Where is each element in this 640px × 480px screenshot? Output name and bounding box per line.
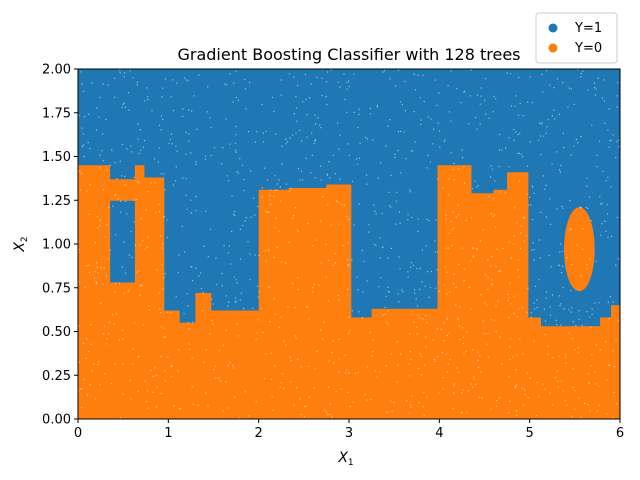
class-0-region-14 <box>371 308 439 332</box>
x-axis-label-subscript: 1 <box>348 458 354 468</box>
plot-area <box>78 69 620 419</box>
class-0-region-16 <box>470 193 495 332</box>
y-tick-label-0: 0.00 <box>42 413 71 428</box>
y-tick-label-2: 0.50 <box>42 325 71 340</box>
class-0-blob-0 <box>563 207 595 292</box>
y-tick-label-7: 1.75 <box>42 106 71 121</box>
x-tick-label-1: 1 <box>164 426 172 441</box>
y-tick-label-1: 0.25 <box>42 369 71 384</box>
class-0-region-3 <box>109 179 136 201</box>
class-0-region-17 <box>493 189 508 332</box>
y-tick-label-6: 1.50 <box>42 150 71 165</box>
class-0-region-21 <box>600 317 612 332</box>
class-0-region-6 <box>163 310 180 332</box>
legend: Y=1 Y=0 <box>535 12 618 64</box>
x-axis-label: X1 <box>337 450 353 468</box>
class-0-region-12 <box>326 184 352 332</box>
legend-label-y0: Y=0 <box>574 41 602 56</box>
y-axis-label: X2 <box>12 236 30 252</box>
class-0-regions <box>78 165 620 419</box>
class-0-region-13 <box>350 317 373 332</box>
class-0-region-8 <box>195 293 212 332</box>
y-axis-label-subscript: 2 <box>20 236 30 242</box>
x-tick-label-4: 4 <box>435 426 443 441</box>
class-0-region-5 <box>143 177 165 332</box>
legend-marker-y1 <box>548 23 558 33</box>
legend-marker-y0 <box>548 43 558 53</box>
class-0-region-19 <box>527 317 542 332</box>
legend-label-y1: Y=1 <box>574 21 602 36</box>
class-0-region-15 <box>437 165 472 332</box>
x-tick-label-6: 6 <box>616 426 624 441</box>
y-tick-label-4: 1.00 <box>42 238 71 253</box>
x-tick-label-5: 5 <box>526 426 534 441</box>
class-0-region-18 <box>507 172 529 332</box>
class-0-region-20 <box>540 326 601 332</box>
x-tick-label-2: 2 <box>255 426 263 441</box>
y-tick-label-8: 2.00 <box>42 63 71 78</box>
class-0-region-11 <box>288 188 327 332</box>
class-0-region-9 <box>210 310 260 332</box>
class-0-region-2 <box>109 282 136 332</box>
class-0-region-7 <box>179 322 196 332</box>
x-axis-ticks: 0 1 2 3 4 5 6 <box>74 419 624 441</box>
x-axis-label-base: X <box>337 450 348 466</box>
y-axis-ticks: 0.00 0.25 0.50 0.75 1.00 1.25 1.50 1.75 2.00 <box>42 63 78 428</box>
class-0-region-10 <box>258 189 289 332</box>
chart-title: Gradient Boosting Classifier with 128 tr… <box>177 45 520 64</box>
x-tick-label-0: 0 <box>74 426 82 441</box>
y-tick-label-3: 0.75 <box>42 281 71 296</box>
y-tick-label-5: 1.25 <box>42 194 71 209</box>
y-axis-label-base: X <box>12 242 28 253</box>
class-0-region-1 <box>78 165 111 332</box>
x-tick-label-3: 3 <box>345 426 353 441</box>
class-0-region-4 <box>134 165 145 332</box>
class-0-region-22 <box>610 305 620 332</box>
class-0-region-0 <box>78 331 620 419</box>
